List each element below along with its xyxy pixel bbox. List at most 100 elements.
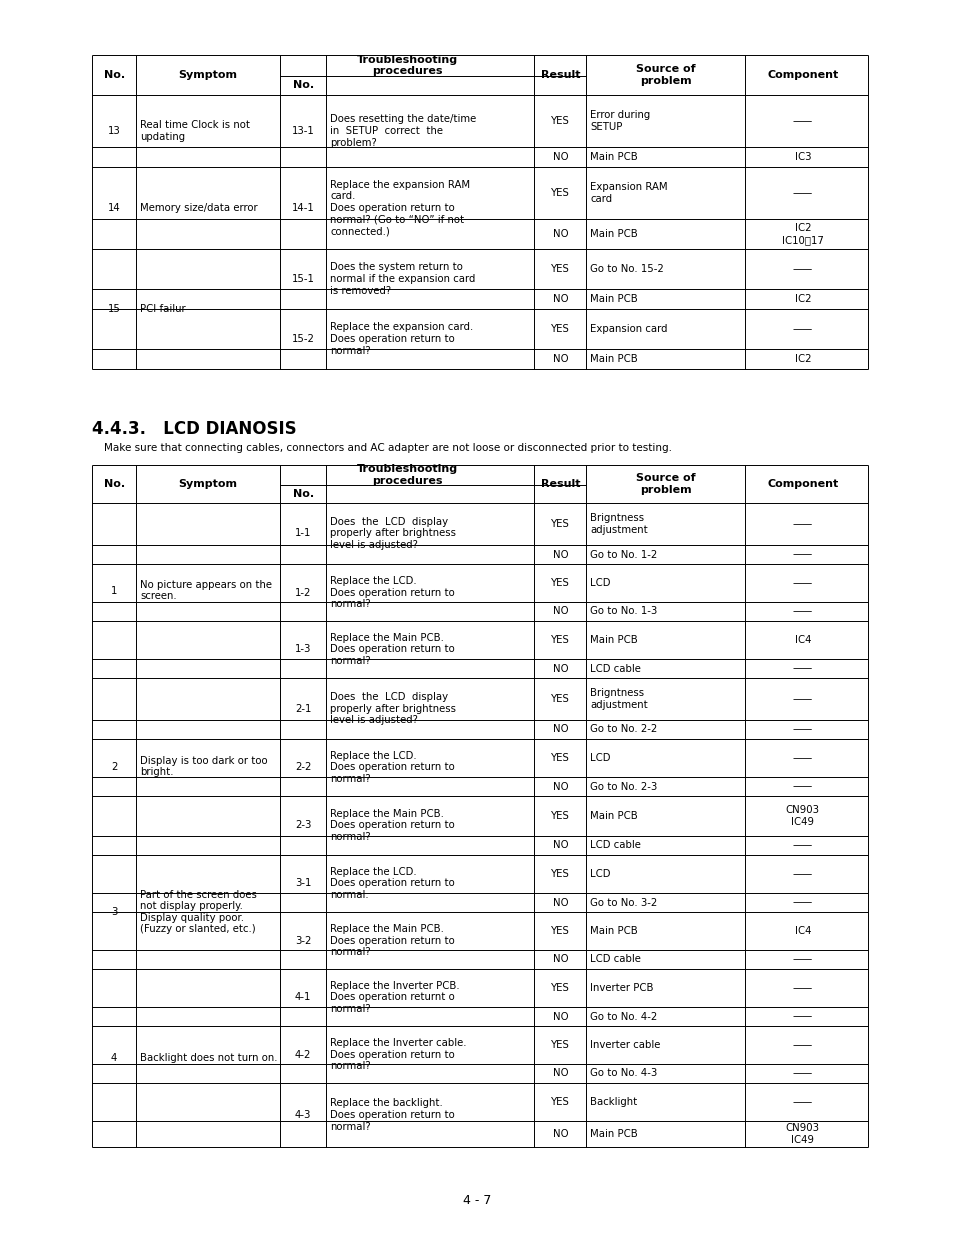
Text: ——: —— — [792, 116, 812, 126]
Text: NO: NO — [552, 1129, 568, 1139]
Text: ——: —— — [792, 324, 812, 333]
Text: Troubleshooting
procedures: Troubleshooting procedures — [356, 54, 457, 77]
Text: 4.4.3.   LCD DIANOSIS: 4.4.3. LCD DIANOSIS — [91, 420, 296, 438]
Text: Go to No. 3-2: Go to No. 3-2 — [590, 898, 657, 908]
Text: ——: —— — [792, 955, 812, 965]
Text: Go to No. 15-2: Go to No. 15-2 — [590, 264, 663, 274]
Text: Part of the screen does
not display properly.
Display quality poor.
(Fuzzy or sl: Part of the screen does not display prop… — [140, 889, 257, 935]
Text: 3-1: 3-1 — [294, 878, 311, 888]
Text: Replace the Inverter PCB.
Does operation returnt o
normal?: Replace the Inverter PCB. Does operation… — [330, 981, 459, 1014]
Text: ——: —— — [792, 782, 812, 792]
Text: 2-2: 2-2 — [294, 762, 311, 773]
Text: 2-3: 2-3 — [294, 820, 311, 830]
Text: LCD: LCD — [590, 578, 610, 588]
Text: ——: —— — [792, 1068, 812, 1078]
Text: Replace the Inverter cable.
Does operation return to
normal?: Replace the Inverter cable. Does operati… — [330, 1037, 466, 1071]
Text: ——: —— — [792, 663, 812, 673]
Text: ——: —— — [792, 725, 812, 735]
Text: No.: No. — [104, 479, 125, 489]
Text: Source of
problem: Source of problem — [636, 473, 695, 495]
Text: ——: —— — [792, 694, 812, 704]
Text: Expansion RAM
card: Expansion RAM card — [590, 183, 667, 204]
Text: Inverter cable: Inverter cable — [590, 1040, 660, 1050]
Text: YES: YES — [550, 1040, 569, 1050]
Text: NO: NO — [552, 663, 568, 673]
Text: Main PCB: Main PCB — [590, 926, 638, 936]
Text: Go to No. 2-2: Go to No. 2-2 — [590, 725, 657, 735]
Text: Error during
SETUP: Error during SETUP — [590, 110, 650, 132]
Text: Memory size/data error: Memory size/data error — [140, 203, 257, 212]
Text: Replace the expansion RAM
card.
Does operation return to
normal? (Go to “NO” if : Replace the expansion RAM card. Does ope… — [330, 180, 470, 236]
Text: ——: —— — [792, 1097, 812, 1107]
Text: NO: NO — [552, 841, 568, 851]
Text: Result: Result — [540, 479, 579, 489]
Text: 4-3: 4-3 — [294, 1110, 311, 1120]
Text: ——: —— — [792, 606, 812, 616]
Text: Brigntness
adjustment: Brigntness adjustment — [590, 688, 647, 710]
Text: YES: YES — [550, 926, 569, 936]
Text: 1-1: 1-1 — [294, 529, 311, 538]
Text: YES: YES — [550, 635, 569, 645]
Text: No picture appears on the
screen.: No picture appears on the screen. — [140, 579, 272, 601]
Text: NO: NO — [552, 152, 568, 162]
Text: Expansion card: Expansion card — [590, 324, 667, 333]
Text: 4 - 7: 4 - 7 — [462, 1193, 491, 1207]
Text: ——: —— — [792, 753, 812, 763]
Text: YES: YES — [550, 264, 569, 274]
Text: NO: NO — [552, 725, 568, 735]
Text: PCI failur: PCI failur — [140, 304, 186, 314]
Text: 15: 15 — [108, 304, 120, 314]
Text: NO: NO — [552, 550, 568, 559]
Text: Replace the LCD.
Does operation return to
normal?: Replace the LCD. Does operation return t… — [330, 576, 455, 609]
Text: ——: —— — [792, 841, 812, 851]
Text: YES: YES — [550, 983, 569, 993]
Text: ——: —— — [792, 869, 812, 879]
Text: ——: —— — [792, 188, 812, 198]
Text: ——: —— — [792, 550, 812, 559]
Text: Main PCB: Main PCB — [590, 811, 638, 821]
Text: Symptom: Symptom — [178, 70, 237, 80]
Text: Component: Component — [766, 70, 838, 80]
Text: Make sure that connecting cables, connectors and AC adapter are not loose or dis: Make sure that connecting cables, connec… — [104, 443, 671, 453]
Text: Replace the backlight.
Does operation return to
normal?: Replace the backlight. Does operation re… — [330, 1098, 455, 1131]
Text: NO: NO — [552, 354, 568, 364]
Text: 14: 14 — [108, 203, 120, 212]
Text: 15-2: 15-2 — [292, 333, 314, 345]
Text: 3: 3 — [111, 906, 117, 918]
Text: Main PCB: Main PCB — [590, 635, 638, 645]
Text: 1: 1 — [111, 585, 117, 595]
Text: YES: YES — [550, 869, 569, 879]
Text: Main PCB: Main PCB — [590, 1129, 638, 1139]
Text: Backlight: Backlight — [590, 1097, 637, 1107]
Text: YES: YES — [550, 1097, 569, 1107]
Text: IC4: IC4 — [794, 635, 810, 645]
Text: YES: YES — [550, 694, 569, 704]
Text: NO: NO — [552, 228, 568, 240]
Text: YES: YES — [550, 578, 569, 588]
Text: NO: NO — [552, 606, 568, 616]
Text: Go to No. 4-2: Go to No. 4-2 — [590, 1011, 657, 1021]
Text: Component: Component — [766, 479, 838, 489]
Text: IC2: IC2 — [794, 354, 810, 364]
Text: Main PCB: Main PCB — [590, 354, 638, 364]
Text: 2-1: 2-1 — [294, 704, 311, 714]
Text: NO: NO — [552, 294, 568, 304]
Text: 1-2: 1-2 — [294, 588, 311, 598]
Text: ——: —— — [792, 1040, 812, 1050]
Text: Go to No. 1-2: Go to No. 1-2 — [590, 550, 657, 559]
Text: Main PCB: Main PCB — [590, 294, 638, 304]
Text: NO: NO — [552, 955, 568, 965]
Text: NO: NO — [552, 1011, 568, 1021]
Text: 3-2: 3-2 — [294, 935, 311, 946]
Text: LCD cable: LCD cable — [590, 663, 640, 673]
Text: LCD cable: LCD cable — [590, 955, 640, 965]
Text: 4-1: 4-1 — [294, 993, 311, 1003]
Text: Replace the Main PCB.
Does operation return to
normal?: Replace the Main PCB. Does operation ret… — [330, 809, 455, 842]
Text: No.: No. — [104, 70, 125, 80]
Text: IC3: IC3 — [794, 152, 810, 162]
Text: Replace the Main PCB.
Does operation return to
normal?: Replace the Main PCB. Does operation ret… — [330, 632, 455, 666]
Text: Troubleshooting
procedures: Troubleshooting procedures — [356, 464, 457, 485]
Text: Source of
problem: Source of problem — [636, 64, 695, 85]
Text: IC2
IC10～17: IC2 IC10～17 — [781, 224, 822, 245]
Text: IC2: IC2 — [794, 294, 810, 304]
